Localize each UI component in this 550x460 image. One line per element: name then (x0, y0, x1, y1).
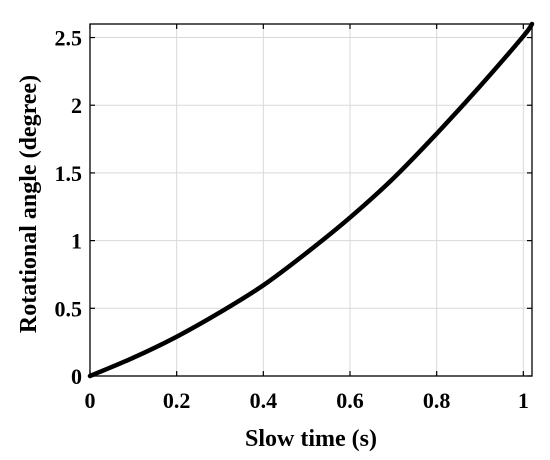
data-series-line (87, 21, 535, 379)
y-tick-label: 1 (71, 229, 82, 254)
y-tick-label: 0.5 (55, 296, 83, 321)
grid (89, 24, 532, 377)
y-tick-label: 2.5 (55, 26, 83, 51)
x-tick-label: 0.6 (336, 388, 364, 413)
x-tick-label: 0.8 (423, 388, 451, 413)
axis-ticks (89, 24, 532, 377)
plot-frame (89, 23, 533, 377)
x-tick-labels: 0 0.2 0.4 0.6 0.8 1 (85, 388, 529, 413)
y-axis-label: Rotational angle (degree) (16, 75, 42, 333)
x-axis-label: Slow time (s) (245, 426, 377, 452)
y-tick-label: 0 (71, 364, 82, 389)
x-tick-label: 0.2 (163, 388, 191, 413)
y-tick-labels: 0 0.5 1 1.5 2 2.5 (55, 26, 83, 389)
x-tick-label: 0 (85, 388, 96, 413)
x-tick-label: 1 (518, 388, 529, 413)
x-tick-label: 0.4 (250, 388, 278, 413)
y-tick-label: 1.5 (55, 161, 83, 186)
y-tick-label: 2 (71, 93, 82, 118)
